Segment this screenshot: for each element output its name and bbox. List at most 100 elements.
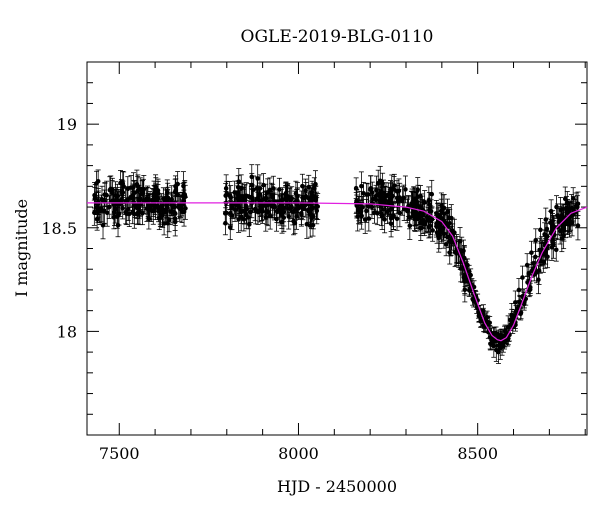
data-point — [524, 262, 530, 268]
data-point — [416, 214, 422, 219]
data-point — [280, 197, 285, 202]
data-point — [419, 210, 425, 216]
data-point — [353, 200, 359, 206]
data-point — [137, 202, 143, 208]
data-point — [130, 209, 136, 215]
data-point — [92, 195, 98, 201]
data-point — [123, 209, 128, 215]
data-point — [447, 250, 453, 255]
data-point — [461, 274, 467, 280]
data-point — [460, 265, 465, 271]
data-point — [375, 191, 381, 197]
data-point — [377, 178, 383, 184]
data-point — [108, 186, 114, 192]
data-point — [172, 189, 178, 195]
data-point — [438, 222, 443, 228]
data-point — [558, 207, 563, 213]
data-point — [251, 187, 256, 192]
data-point — [548, 208, 554, 214]
data-point — [429, 191, 435, 197]
data-point — [481, 308, 486, 314]
data-point — [261, 196, 266, 202]
data-point — [425, 217, 431, 223]
data-point — [418, 220, 424, 226]
data-point — [312, 186, 317, 191]
axis-tick-labels: 7500 8000 8500 18 18.5 19 — [41, 115, 498, 463]
data-point — [299, 204, 304, 210]
data-point — [556, 215, 562, 220]
data-point — [434, 211, 439, 216]
data-point — [172, 210, 177, 215]
data-point — [496, 349, 501, 355]
data-point — [366, 216, 372, 221]
data-point — [443, 242, 449, 247]
data-point — [236, 179, 242, 184]
data-point — [277, 187, 282, 192]
data-point — [281, 205, 286, 211]
data-point — [286, 214, 292, 219]
data-point — [434, 223, 439, 229]
data-point — [172, 219, 178, 225]
data-point — [314, 208, 320, 214]
data-point — [248, 209, 253, 215]
data-point — [471, 298, 476, 304]
data-point — [311, 214, 316, 219]
data-point — [267, 213, 273, 219]
data-point — [413, 210, 419, 215]
data-point — [141, 198, 147, 204]
data-point — [389, 186, 395, 191]
data-point — [426, 224, 432, 230]
data-point — [518, 311, 523, 317]
data-point — [360, 204, 365, 210]
data-point — [387, 207, 393, 213]
data-point — [466, 269, 472, 274]
data-point — [441, 218, 447, 223]
data-point — [109, 190, 115, 196]
data-point — [306, 184, 312, 190]
data-point — [299, 212, 304, 218]
data-point — [115, 222, 121, 228]
data-points — [92, 174, 581, 355]
data-point — [391, 213, 396, 218]
data-point — [309, 197, 315, 203]
data-point — [560, 223, 566, 229]
data-point — [362, 217, 368, 222]
data-point — [104, 192, 109, 198]
data-point — [287, 206, 293, 211]
data-point — [261, 182, 266, 188]
data-point — [412, 196, 418, 202]
data-point — [182, 192, 187, 198]
data-point — [543, 217, 549, 222]
data-point — [422, 221, 427, 227]
data-point — [379, 213, 385, 219]
data-point — [445, 209, 450, 215]
data-point — [554, 204, 559, 210]
data-point — [549, 245, 555, 250]
data-point — [157, 208, 163, 213]
data-point — [445, 234, 451, 240]
data-point — [427, 202, 432, 208]
data-point — [533, 237, 539, 243]
data-point — [508, 322, 514, 327]
data-point — [228, 211, 233, 216]
axis-ticks — [87, 61, 587, 436]
data-point — [403, 187, 408, 192]
data-point — [119, 189, 124, 194]
data-point — [501, 343, 506, 349]
data-point — [446, 215, 452, 221]
data-point — [118, 197, 124, 203]
data-point — [448, 239, 453, 245]
data-point — [270, 194, 275, 200]
data-point — [392, 183, 397, 188]
data-point — [505, 324, 511, 330]
data-point — [249, 182, 255, 188]
data-point — [276, 206, 282, 212]
data-point — [134, 205, 140, 211]
data-point — [169, 196, 175, 202]
data-point — [127, 211, 132, 217]
data-point — [459, 249, 465, 254]
data-point — [303, 193, 309, 199]
data-point — [271, 186, 276, 191]
data-point — [575, 201, 581, 207]
data-point — [464, 262, 469, 268]
